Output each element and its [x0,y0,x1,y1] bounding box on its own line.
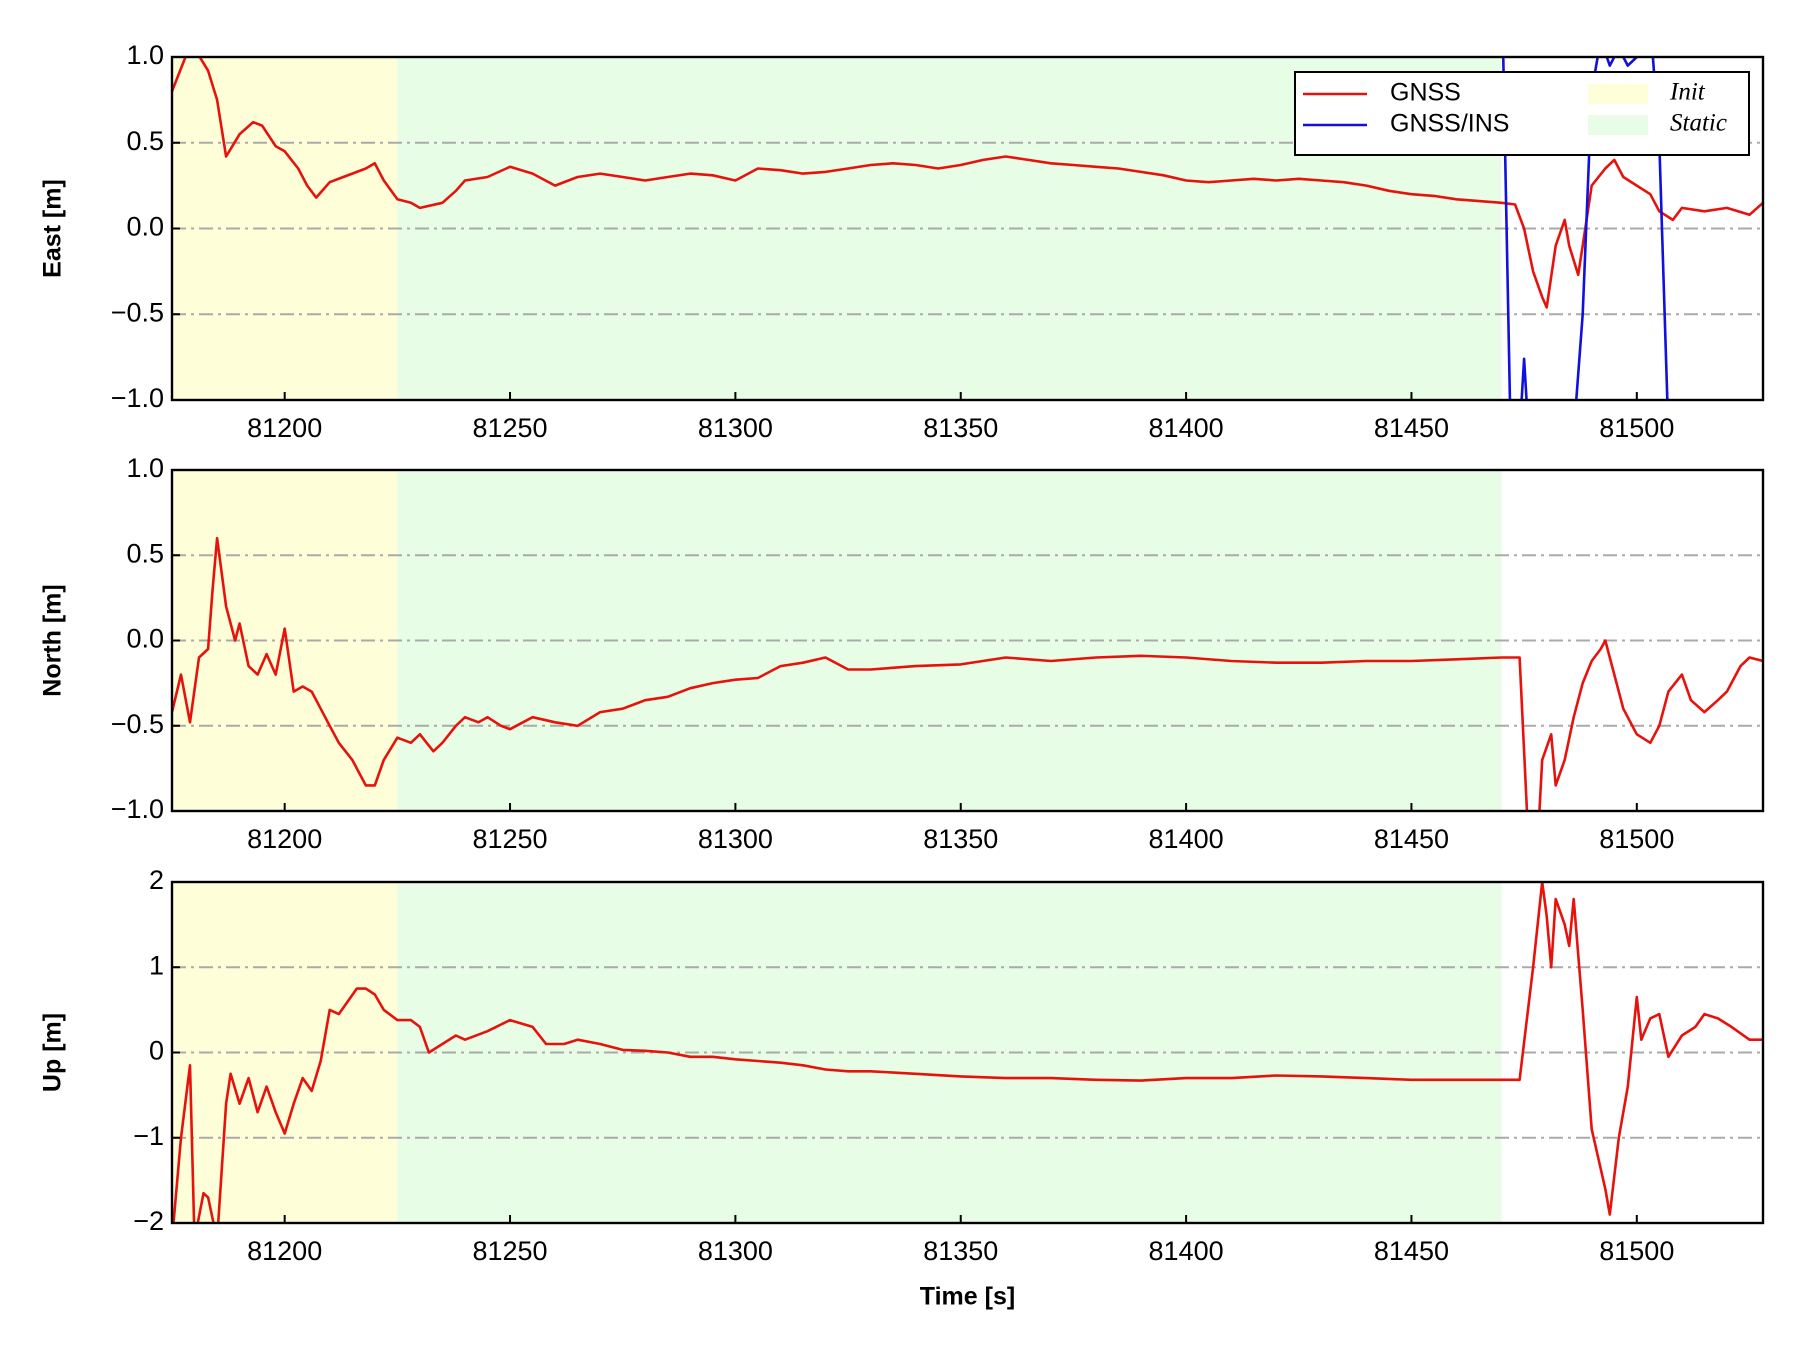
x-tick-label: 81300 [698,413,773,443]
y-tick-label: 0.5 [126,538,164,568]
y-axis-label: Up [m] [39,1013,67,1092]
y-tick-label: 0.0 [126,624,164,654]
legend-label: GNSS/INS [1390,110,1509,138]
x-tick-label: 81400 [1149,824,1224,854]
legend-label: GNSS [1390,79,1461,107]
y-tick-label: 0.5 [126,126,164,156]
y-tick-label: 1.0 [126,453,164,483]
plot-area [172,882,1763,1223]
y-tick-label: 1.0 [126,40,164,70]
x-tick-label: 81450 [1374,1236,1449,1266]
plot-area [172,57,1763,400]
panel: −1.0 −0.5 0.0 0.5 1.0 81200 81250 81300 81350 814… [39,453,1765,854]
axes-frame [170,468,1765,813]
x-tick-label: 81350 [923,413,998,443]
x-tick-label: 81450 [1374,413,1449,443]
x-tick-label: 81250 [472,824,547,854]
x-tick-label: 81450 [1374,824,1449,854]
y-tick-label: 0.0 [126,212,164,242]
y-tick-label: 2 [149,865,164,895]
y-tick-label: 0 [149,1036,164,1066]
x-axis-label: Time [s] [920,1283,1015,1311]
x-tick-label: 81500 [1599,824,1674,854]
y-tick-label: −1 [133,1121,164,1151]
y-tick-label: −1.0 [111,383,164,413]
y-tick-label: −0.5 [111,709,164,739]
data-line [1501,57,1669,400]
y-tick-label: −0.5 [111,297,164,327]
data-line [172,882,1763,1223]
panel: −1.0 −0.5 0.0 0.5 1.0 81200 81250 81300 81350 814… [39,40,1765,443]
legend-label: Init [1669,79,1706,106]
axes-frame [170,55,1765,402]
x-tick-label: 81200 [247,1236,322,1266]
x-tick-label: 81500 [1599,413,1674,443]
legend: GNSS GNSS/INS Init Static [1294,71,1750,156]
x-tick-label: 81300 [698,824,773,854]
axes-frame [170,880,1765,1225]
x-tick-label: 81400 [1149,413,1224,443]
y-tick-label: 1 [149,950,164,980]
y-tick-label: −1.0 [111,794,164,824]
y-axis-label: North [m] [39,584,67,696]
legend-swatch [1588,84,1648,104]
panel: −2 −1 0 1 2 81200 81250 81300 81350 81400 81450 815… [39,865,1765,1311]
legend-label: Static [1670,110,1727,137]
x-tick-label: 81250 [472,413,547,443]
x-tick-label: 81400 [1149,1236,1224,1266]
y-axis-label: East [m] [39,179,67,278]
data-line [172,536,1763,811]
x-tick-label: 81200 [247,413,322,443]
x-tick-label: 81350 [923,824,998,854]
y-tick-label: −2 [133,1206,164,1236]
data-line [172,57,1763,309]
x-tick-label: 81300 [698,1236,773,1266]
legend-frame [1294,71,1750,156]
legend-swatch [1588,115,1648,135]
x-tick-label: 81350 [923,1236,998,1266]
x-tick-label: 81500 [1599,1236,1674,1266]
x-tick-label: 81250 [472,1236,547,1266]
plot-area [172,470,1763,811]
x-tick-label: 81200 [247,824,322,854]
